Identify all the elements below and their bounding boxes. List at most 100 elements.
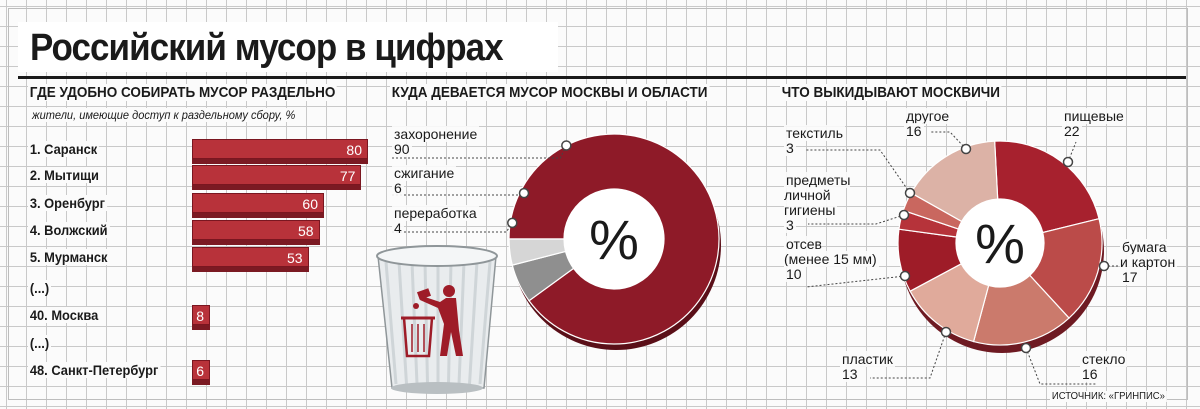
slice-label-name: пищевые	[1062, 108, 1126, 124]
bar-face: 53	[192, 247, 309, 267]
muscovite-waste-leader	[1067, 141, 1077, 163]
trash-bin-rib	[384, 261, 398, 385]
slice-label-предметы-личной-гигиены: предметы личной гигиены 3	[784, 172, 851, 233]
bar-value: 60	[302, 196, 318, 212]
bar-label: 3. Оренбург	[28, 195, 107, 211]
waste-destination-marker	[507, 217, 518, 229]
slice-label-name: текстиль	[784, 125, 846, 141]
figure-dot	[413, 303, 419, 309]
section-title-separate-collection: ГДЕ УДОБНО СОБИРАТЬ МУСОР РАЗДЕЛЬНО	[28, 84, 338, 101]
slice-label-сжигание: сжигание 6	[392, 165, 457, 196]
source-note: ИСТОЧНИК: «ГРИНПИС»	[1050, 391, 1167, 402]
slice-label-name: стекло	[1080, 351, 1128, 367]
slice-label-отсев-менее-15-мм: отсев (менее 15 мм) 10	[784, 236, 879, 282]
figure-paper	[416, 288, 432, 300]
muscovite-waste-leader	[1025, 347, 1096, 385]
slice-label-value: 22	[1062, 123, 1082, 139]
muscovite-waste-leader	[806, 149, 911, 194]
slice-label-value: 13	[840, 366, 860, 382]
slice-label-name: отсев (менее 15 мм)	[784, 236, 879, 267]
muscovite-waste-marker	[1098, 260, 1110, 272]
section-title-muscovites-waste: ЧТО ВЫКИДЫВАЮТ МОСКВИЧИ	[780, 84, 1002, 101]
muscovite-waste-percent-sign: %	[975, 212, 1025, 275]
slice-label-захоронение: захоронение 90	[392, 126, 480, 157]
muscovite-waste-leader	[808, 214, 905, 225]
bar-label: 40. Москва	[28, 307, 101, 323]
bar-label: 4. Волжский	[28, 222, 110, 238]
bar-value: 53	[287, 250, 303, 266]
section-subtitle: жители, имеющие доступ к раздельному сбо…	[32, 108, 296, 122]
bar-value: 80	[346, 142, 362, 158]
slice-label-value: 16	[904, 123, 924, 139]
bar-value: 77	[339, 168, 356, 184]
muscovite-waste-marker	[960, 143, 972, 155]
muscovite-waste-marker	[1062, 156, 1074, 168]
trash-bin-rib	[423, 261, 429, 385]
muscovite-waste-leader	[805, 275, 906, 288]
waste-destination-donut: %	[508, 133, 721, 350]
bar-face: 8	[192, 305, 210, 325]
bar-label: 2. Мытищи	[28, 167, 101, 183]
slice-label-пищевые: пищевые 22	[1062, 108, 1126, 139]
trash-bin-rib	[410, 261, 419, 385]
slice-label-name: переработка	[392, 205, 479, 221]
bar-face: 58	[192, 220, 320, 240]
slice-label-name: сжигание	[392, 165, 457, 181]
title-rule	[18, 76, 1186, 79]
bar-label: 1. Саранск	[28, 141, 100, 157]
muscovite-waste-marker	[1020, 342, 1032, 354]
bar-label: (...)	[28, 280, 51, 296]
slice-label-бумага-и-картон: бумага и картон 17	[1120, 239, 1178, 285]
slice-label-value: 3	[784, 217, 796, 233]
slice-label-value: 6	[392, 180, 404, 196]
waste-destination-donut-hole	[564, 189, 664, 289]
slice-label-name: захоронение	[392, 126, 480, 142]
slice-label-name: предметы личной гигиены	[784, 172, 851, 218]
trash-bin-base	[391, 382, 483, 394]
title-background	[18, 22, 558, 72]
slice-label-value: 10	[784, 266, 804, 282]
muscovite-waste-marker	[898, 209, 910, 221]
bar-face: 60	[192, 193, 324, 213]
bar-face: 77	[192, 165, 362, 185]
muscovite-waste-marker	[940, 326, 952, 338]
trash-bin-rib	[478, 261, 492, 385]
slice-label-текстиль: текстиль 3	[784, 125, 846, 156]
waste-destination-marker	[518, 187, 530, 199]
slice-label-другое: другое 16	[904, 108, 952, 139]
slice-label-name: пластик	[840, 351, 895, 367]
slice-label-name: другое	[904, 108, 952, 124]
bar-value: 6	[196, 363, 204, 379]
bar-face: 80	[192, 139, 368, 159]
muscovite-waste-marker	[899, 270, 911, 282]
slice-label-name: бумага и картон	[1120, 239, 1178, 270]
disposal-figure-icon	[401, 285, 463, 358]
slice-label-value: 90	[392, 141, 412, 157]
trash-bin-rib	[457, 261, 466, 385]
trash-bin-rim	[376, 245, 498, 267]
bar-label: (...)	[28, 335, 51, 351]
slice-label-value: 16	[1080, 366, 1100, 382]
figure-body	[420, 296, 463, 356]
trash-bin-icon	[376, 245, 498, 394]
slice-label-value: 3	[784, 140, 796, 156]
bar-face: 6	[192, 360, 210, 380]
muscovite-waste-donut-hole	[956, 199, 1044, 287]
bar-label: 48. Санкт-Петербург	[28, 362, 161, 378]
page-title: Российский мусор в цифрах	[30, 27, 504, 69]
slice-label-value: 4	[392, 220, 404, 236]
muscovite-waste-leader	[870, 331, 947, 379]
trash-bin-rib	[397, 261, 408, 385]
infographic-frame	[8, 8, 1188, 400]
bar-value: 8	[196, 308, 204, 324]
slice-label-переработка: переработка 4	[392, 205, 479, 236]
slice-label-стекло: стекло 16	[1080, 351, 1128, 382]
muscovite-waste-donut: %	[897, 140, 1104, 353]
trash-bin-rib	[468, 261, 479, 385]
waste-destination-marker	[561, 140, 572, 151]
slice-label-value: 17	[1120, 269, 1140, 285]
figure-head	[443, 285, 455, 297]
section-title-moscow-waste: КУДА ДЕВАЕТСЯ МУСОР МОСКВЫ И ОБЛАСТИ	[390, 84, 710, 101]
bar-label: 5. Мурманск	[28, 249, 110, 265]
